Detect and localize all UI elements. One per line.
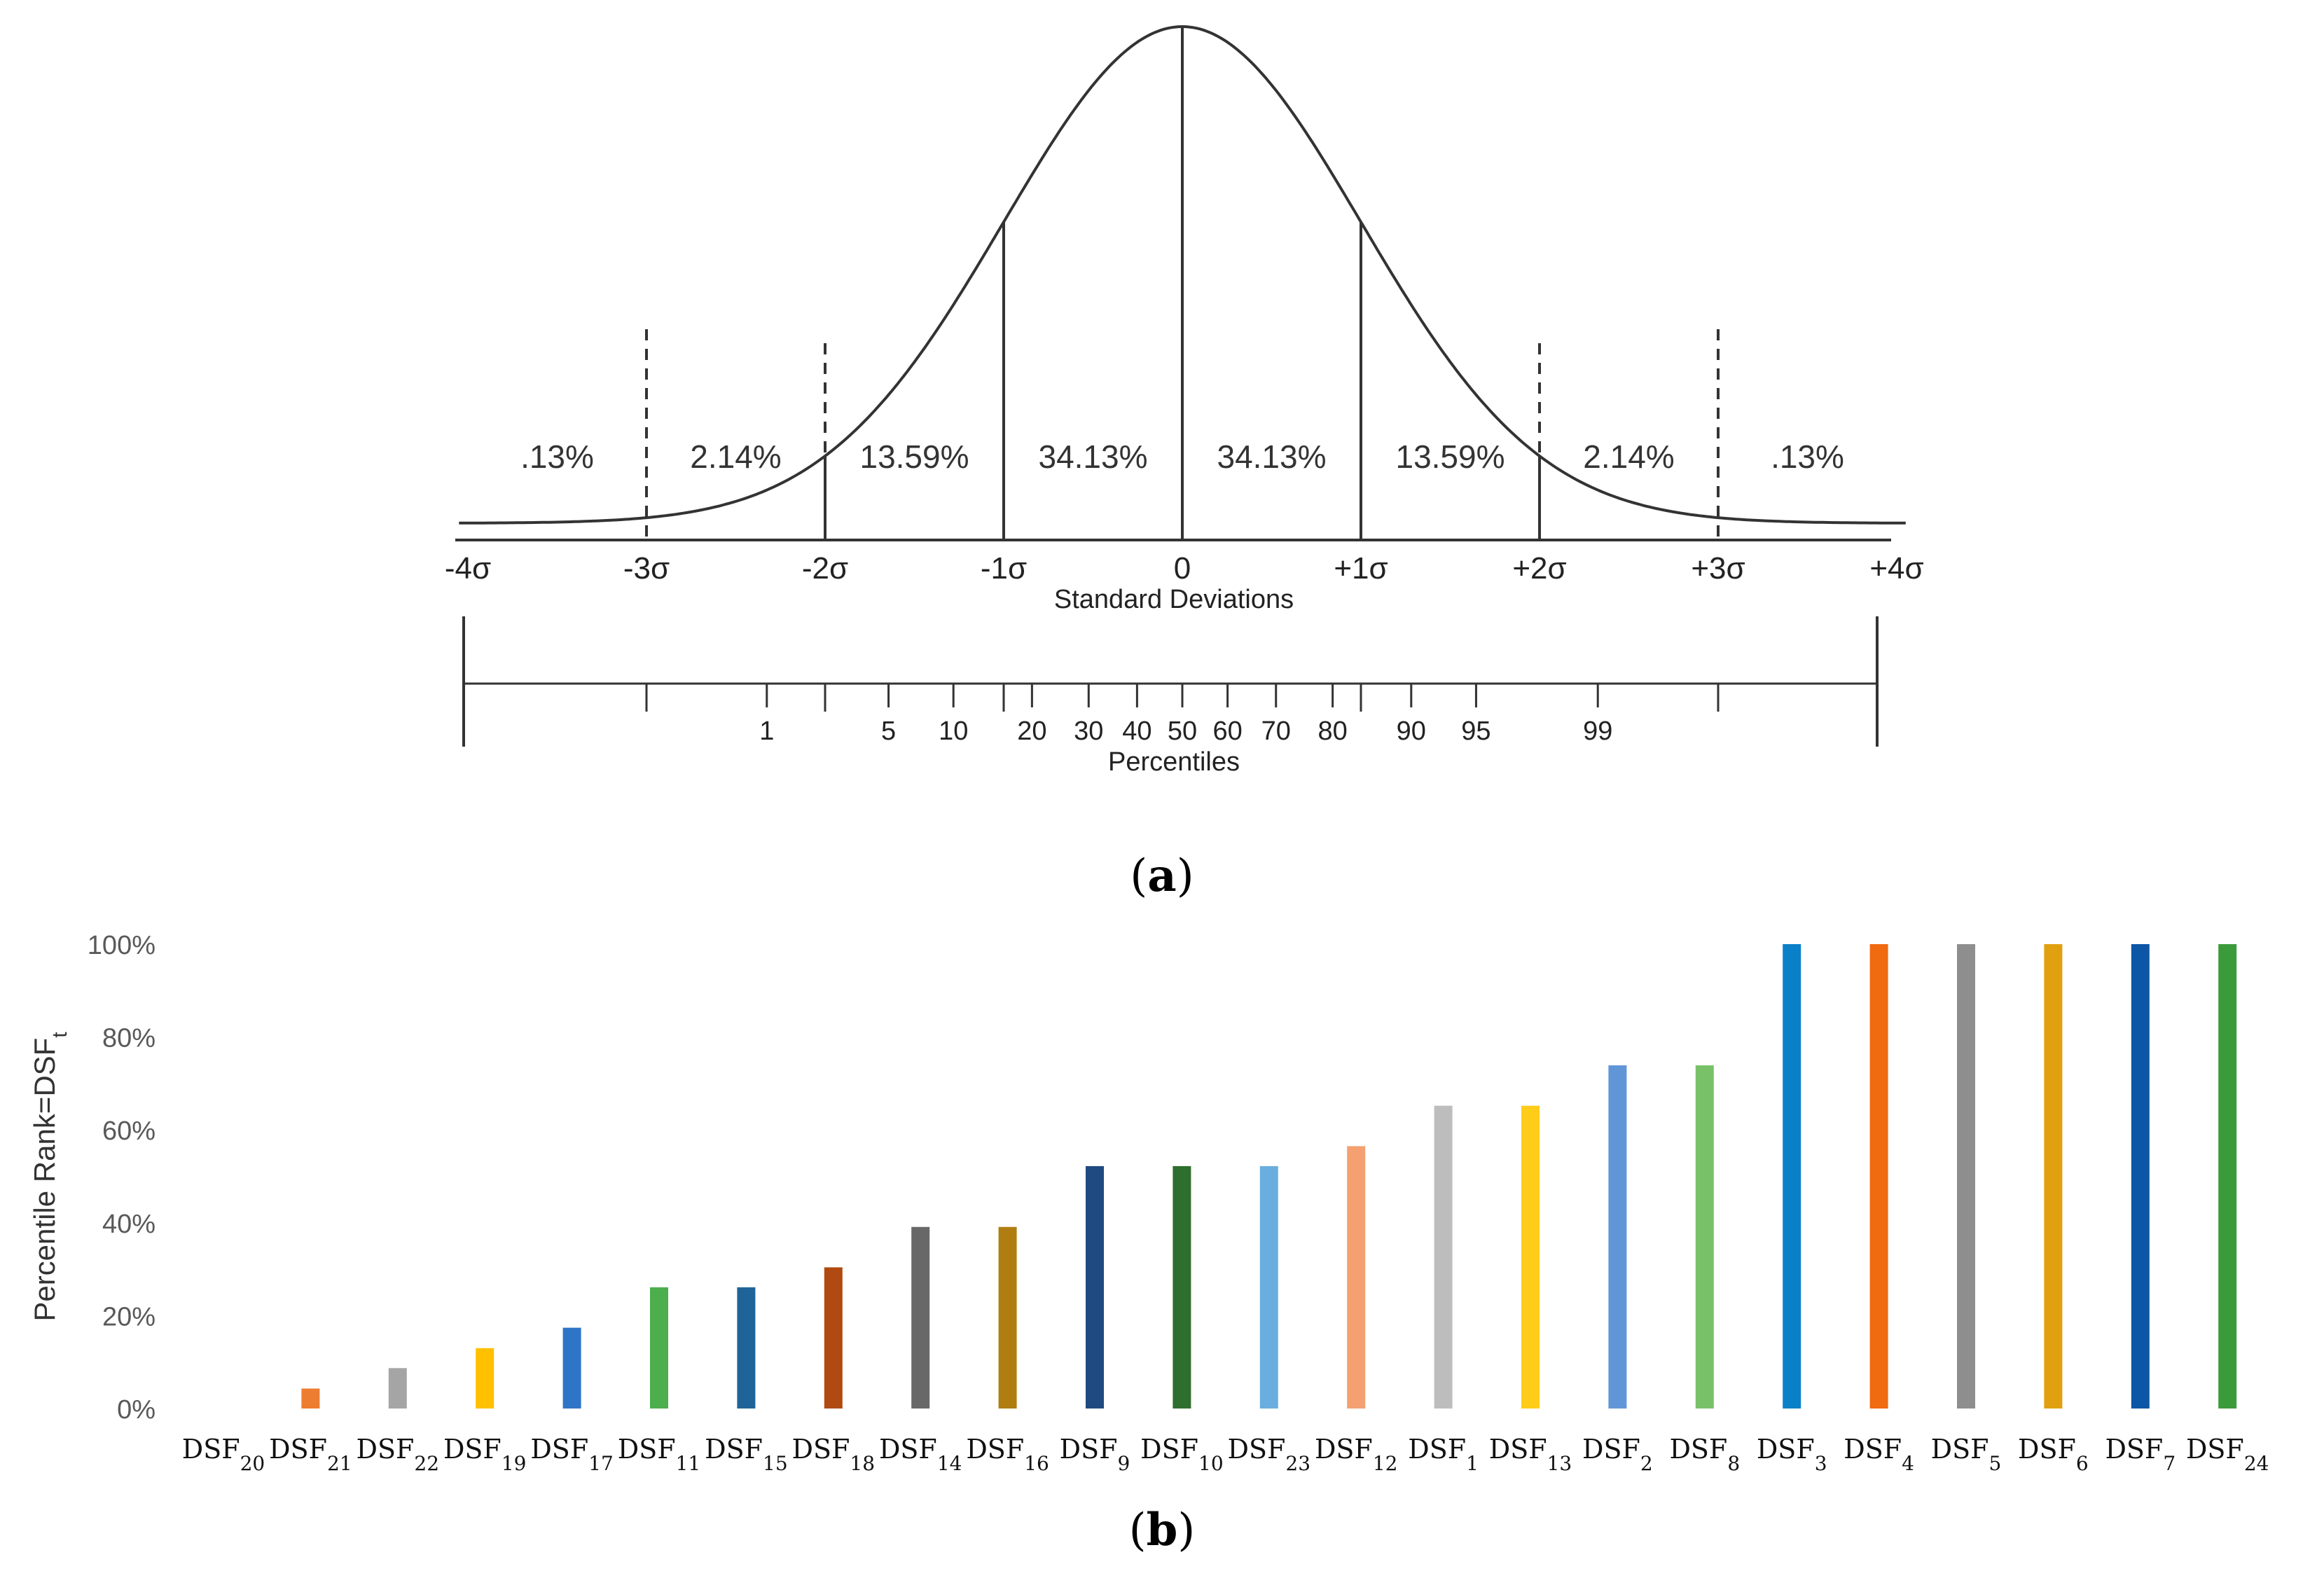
region-percent-label: 2.14% xyxy=(1583,438,1674,475)
sigma-tick-label: -1σ xyxy=(981,551,1027,586)
sigma-tick-label: +3σ xyxy=(1691,551,1745,586)
category-label: DSF2 xyxy=(1582,1434,1653,1475)
percentile-tick-label: 50 xyxy=(1168,717,1197,746)
category-label: DSF1 xyxy=(1408,1434,1479,1475)
percentile-tick-label: 20 xyxy=(1017,717,1046,746)
region-percent-label: 2.14% xyxy=(690,438,781,475)
panel-b-bar-chart: 0% 20% 40% 60% 80% 100% Percentile Rank=DSFt DS… xyxy=(28,931,2269,1556)
bar xyxy=(1347,1146,1366,1409)
panel-label-b: (b) xyxy=(1129,1504,1196,1556)
y-tick-label: 100% xyxy=(88,931,155,960)
category-label: DSF7 xyxy=(2105,1434,2176,1475)
category-label: DSF20 xyxy=(182,1434,265,1475)
x-axis-title: Standard Deviations xyxy=(1054,585,1294,614)
sigma-tick-label: +2σ xyxy=(1512,551,1566,586)
category-label: DSF19 xyxy=(443,1434,527,1475)
bar xyxy=(1086,1165,1104,1409)
category-label: DSF14 xyxy=(879,1434,962,1475)
sigma-tick-label: +4σ xyxy=(1869,551,1923,586)
category-label: DSF16 xyxy=(966,1434,1049,1475)
region-percent-label: 13.59% xyxy=(1395,438,1505,475)
panel-a-normal-curve: .13% 2.14% 13.59% 34.13% 34.13% 13.59% 2.14% .1… xyxy=(445,25,1924,902)
bar xyxy=(911,1226,930,1409)
bar xyxy=(737,1287,756,1409)
bar xyxy=(824,1267,843,1409)
bar xyxy=(1869,944,1888,1409)
category-label: DSF17 xyxy=(530,1434,614,1475)
category-label: DSF24 xyxy=(2186,1434,2269,1475)
category-label: DSF22 xyxy=(357,1434,440,1475)
region-percent-label: 34.13% xyxy=(1038,438,1147,475)
bar xyxy=(1957,944,1975,1409)
percentile-tick-label: 70 xyxy=(1261,717,1291,746)
category-label: DSF8 xyxy=(1669,1434,1740,1475)
percentile-tick-label: 95 xyxy=(1461,717,1490,746)
bar xyxy=(2044,944,2063,1409)
bar xyxy=(1434,1105,1453,1409)
sigma-tick-label: -4σ xyxy=(445,551,491,586)
y-tick-label: 80% xyxy=(102,1024,155,1053)
percentile-tick-label: 80 xyxy=(1317,717,1347,746)
bar xyxy=(1783,944,1801,1409)
y-tick-label: 60% xyxy=(102,1116,155,1146)
percentile-tick-label: 90 xyxy=(1397,717,1426,746)
y-tick-label: 20% xyxy=(102,1302,155,1331)
bar xyxy=(998,1226,1017,1409)
bar xyxy=(1521,1105,1540,1409)
percentile-tick-label: 5 xyxy=(881,717,896,746)
bar xyxy=(650,1287,668,1409)
category-label: DSF9 xyxy=(1060,1434,1130,1475)
region-percent-label: .13% xyxy=(520,438,594,475)
bar xyxy=(1608,1065,1627,1409)
bar xyxy=(562,1327,581,1409)
percentile-tick-label: 30 xyxy=(1074,717,1103,746)
y-axis-title: Percentile Rank=DSFt xyxy=(28,1032,71,1322)
bar xyxy=(1695,1065,1714,1409)
category-label: DSF15 xyxy=(705,1434,788,1475)
bar xyxy=(388,1368,407,1409)
bar xyxy=(2131,944,2150,1409)
region-percent-label: 34.13% xyxy=(1217,438,1326,475)
y-tick-label: 40% xyxy=(102,1210,155,1239)
category-label: DSF4 xyxy=(1844,1434,1914,1475)
bar xyxy=(2218,944,2237,1409)
category-label: DSF11 xyxy=(618,1434,701,1475)
percentile-axis-title: Percentiles xyxy=(1108,747,1240,777)
sigma-tick-label: +1σ xyxy=(1334,551,1388,586)
percentile-tick-label: 1 xyxy=(759,717,774,746)
sigma-tick-label: -2σ xyxy=(802,551,848,586)
bar xyxy=(476,1348,494,1409)
category-label: DSF21 xyxy=(269,1434,352,1475)
sigma-tick-label: 0 xyxy=(1174,551,1191,586)
category-label: DSF18 xyxy=(792,1434,876,1475)
panel-label-a: (a) xyxy=(1130,850,1194,902)
bar xyxy=(301,1388,320,1409)
y-tick-label: 0% xyxy=(117,1395,155,1425)
category-label: DSF6 xyxy=(2018,1434,2089,1475)
sigma-tick-label: -3σ xyxy=(623,551,670,586)
percentile-tick-label: 60 xyxy=(1212,717,1242,746)
percentile-tick-label: 99 xyxy=(1583,717,1612,746)
bar xyxy=(1259,1165,1278,1409)
region-percent-label: 13.59% xyxy=(859,438,969,475)
percentile-tick-label: 40 xyxy=(1122,717,1151,746)
bar xyxy=(1173,1165,1191,1409)
category-label: DSF12 xyxy=(1315,1434,1398,1475)
region-percent-label: .13% xyxy=(1771,438,1844,475)
percentile-tick-label: 10 xyxy=(939,717,968,746)
category-label: DSF10 xyxy=(1140,1434,1224,1475)
category-label: DSF23 xyxy=(1228,1434,1311,1475)
category-label: DSF13 xyxy=(1489,1434,1572,1475)
category-label: DSF5 xyxy=(1931,1434,2002,1475)
category-label: DSF3 xyxy=(1757,1434,1827,1475)
